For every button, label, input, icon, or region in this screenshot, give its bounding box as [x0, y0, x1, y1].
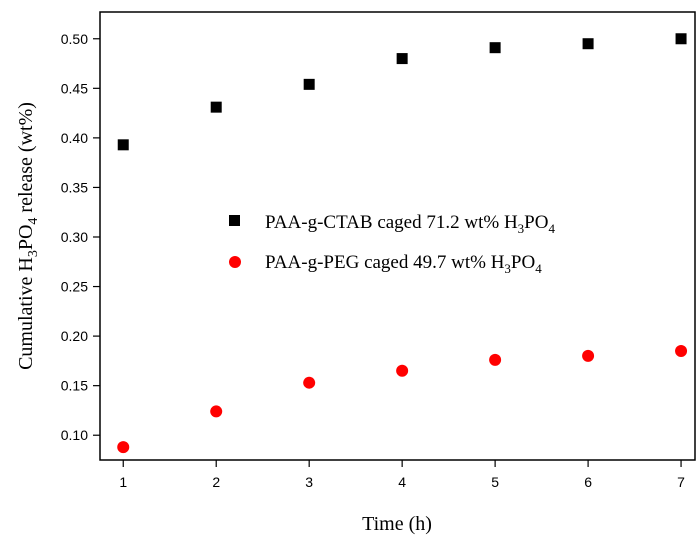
- plot-frame: [99, 11, 696, 461]
- y-tick-label: 0.10: [61, 427, 88, 443]
- y-axis-title: Cumulative H3PO4 release (wt%): [15, 102, 41, 370]
- legend-label-ctab: PAA-g-CTAB caged 71.2 wt% H3PO4: [265, 212, 555, 236]
- y-tick-label: 0.30: [61, 229, 88, 245]
- x-tick-label: 7: [677, 474, 685, 490]
- data-point-series-1: [117, 139, 129, 151]
- legend: PAA-g-CTAB caged 71.2 wt% H3PO4 PAA-g-PE…: [229, 212, 555, 276]
- data-point-series-2: [303, 376, 316, 389]
- data-point-series-1: [303, 78, 315, 90]
- y-tick-label: 0.25: [61, 279, 88, 295]
- x-tick-label: 2: [212, 474, 220, 490]
- data-point-series-2: [582, 349, 595, 362]
- y-axis-ticks: 0.10 0.15 0.20 0.25 0.30 0.35 0.40 0.45 0.50: [61, 31, 100, 443]
- y-tick-label: 0.15: [61, 378, 88, 394]
- legend-marker-peg: [229, 256, 241, 268]
- data-point-series-1: [675, 33, 687, 45]
- y-tick-label: 0.35: [61, 179, 88, 195]
- y-tick-label: 0.20: [61, 328, 88, 344]
- x-axis-ticks: 1 2 3 4 5 6 7: [119, 460, 685, 490]
- data-point-series-2: [396, 364, 409, 377]
- data-point-series-2: [210, 405, 223, 418]
- data-point-series-2: [675, 344, 688, 357]
- x-tick-label: 6: [584, 474, 592, 490]
- x-tick-label: 1: [119, 474, 127, 490]
- data-point-series-2: [489, 353, 502, 366]
- data-points: [117, 33, 688, 454]
- y-tick-label: 0.50: [61, 31, 88, 47]
- y-tick-label: 0.45: [61, 80, 88, 96]
- x-tick-label: 5: [491, 474, 499, 490]
- data-point-series-1: [210, 101, 222, 113]
- y-tick-label: 0.40: [61, 130, 88, 146]
- x-tick-label: 4: [398, 474, 406, 490]
- data-point-series-1: [489, 42, 501, 54]
- data-point-series-2: [117, 441, 130, 454]
- legend-label-peg: PAA-g-PEG caged 49.7 wt% H3PO4: [265, 252, 542, 276]
- x-axis-title: Time (h): [362, 513, 432, 535]
- legend-marker-ctab: [229, 215, 240, 226]
- x-tick-label: 3: [305, 474, 313, 490]
- data-point-series-1: [582, 38, 594, 50]
- data-point-series-1: [396, 53, 408, 65]
